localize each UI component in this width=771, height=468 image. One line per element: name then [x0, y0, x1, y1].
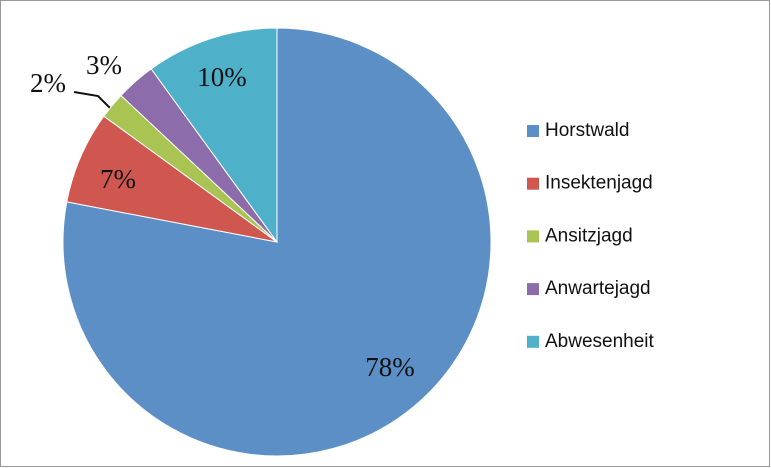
legend-label: Horstwald: [545, 120, 629, 141]
data-label: 78%: [365, 352, 415, 382]
legend-swatch: [527, 335, 539, 348]
legend-swatch: [527, 283, 539, 296]
data-label: 10%: [197, 62, 247, 92]
leader-line: [73, 91, 113, 111]
pie-slice: [150, 27, 278, 244]
legend-label: Abwesenheit: [545, 331, 655, 352]
data-label: 2%: [30, 68, 66, 98]
legend-label: Ansitzjagd: [545, 225, 633, 246]
data-label: 7%: [100, 164, 136, 194]
legend-swatch: [527, 177, 539, 190]
data-label: 3%: [86, 50, 122, 80]
legend-swatch: [527, 230, 539, 243]
legend-label: Insektenjagd: [545, 173, 653, 194]
legend-label: Anwartejagd: [545, 278, 651, 299]
legend-swatch: [527, 125, 539, 137]
